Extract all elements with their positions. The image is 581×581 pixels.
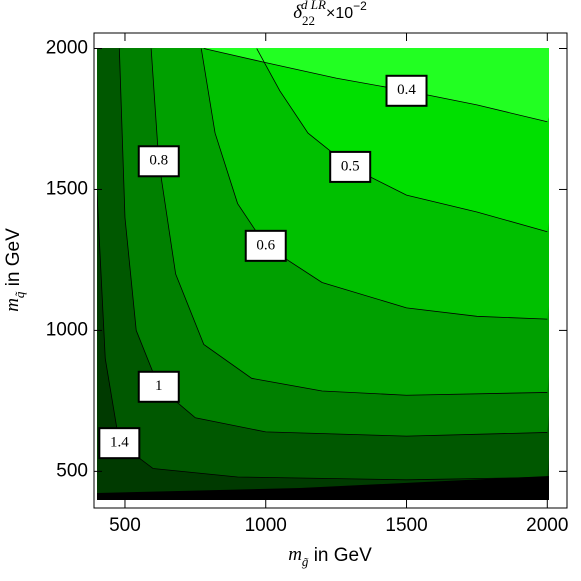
- x-label-symbol: m: [288, 544, 302, 565]
- contour-label: 0.8: [149, 153, 168, 169]
- y-label-subscript: q̃: [12, 291, 27, 298]
- chart-title: δ22d LR×10−2: [293, 0, 367, 28]
- contour-fills: [97, 48, 549, 480]
- y-tick-label: 1000: [46, 319, 88, 340]
- contour-label: 1.4: [110, 435, 129, 451]
- x-tick-label: 2000: [526, 515, 568, 536]
- x-axis-label: mg̃ in GeV: [288, 544, 372, 569]
- contour-label-box: [329, 150, 372, 183]
- x-label-text: in GeV: [308, 545, 372, 566]
- y-tick-label: 2000: [46, 38, 88, 59]
- contour-line: [200, 48, 548, 320]
- contour-line: [203, 48, 548, 123]
- title-subscript: 22: [302, 13, 315, 28]
- y-tick-label: 1500: [46, 178, 88, 199]
- contour-label: 1: [155, 378, 163, 394]
- frame: [93, 32, 568, 509]
- contour-label-box: [385, 74, 428, 107]
- contour-label-box: [137, 145, 180, 178]
- y-tick-label: 500: [56, 460, 88, 481]
- title-factor: ×10: [326, 5, 353, 22]
- x-tick-label: 1500: [385, 515, 427, 536]
- x-label-subscript: g̃: [302, 554, 309, 569]
- contour-label: 0.5: [341, 158, 360, 174]
- contour-line: [150, 48, 548, 396]
- title-superscript: d LR: [301, 0, 326, 12]
- dark-region: [97, 476, 549, 500]
- x-tick-label: 1000: [245, 515, 287, 536]
- x-tick-label: 500: [109, 515, 141, 536]
- contour-labels: 0.4 0.5 0.6 0.8 1 1.4: [98, 74, 428, 460]
- y-label-symbol: m: [2, 298, 23, 312]
- contour-line: [97, 189, 548, 481]
- contour-label-box: [244, 229, 287, 262]
- contour-label: 0.6: [256, 237, 275, 253]
- contour-label: 0.4: [397, 82, 416, 98]
- y-axis-label: mq̃ in GeV: [2, 228, 27, 312]
- title-exponent: −2: [353, 0, 367, 13]
- contour-band: [203, 48, 549, 122]
- axes: 500 1000 1500 2000 500 1000 1500 2000: [46, 33, 568, 536]
- contour-label-box: [98, 427, 141, 460]
- title-symbol: δ: [293, 2, 303, 23]
- contour-label-box: [137, 370, 180, 403]
- y-label-text: in GeV: [3, 228, 24, 292]
